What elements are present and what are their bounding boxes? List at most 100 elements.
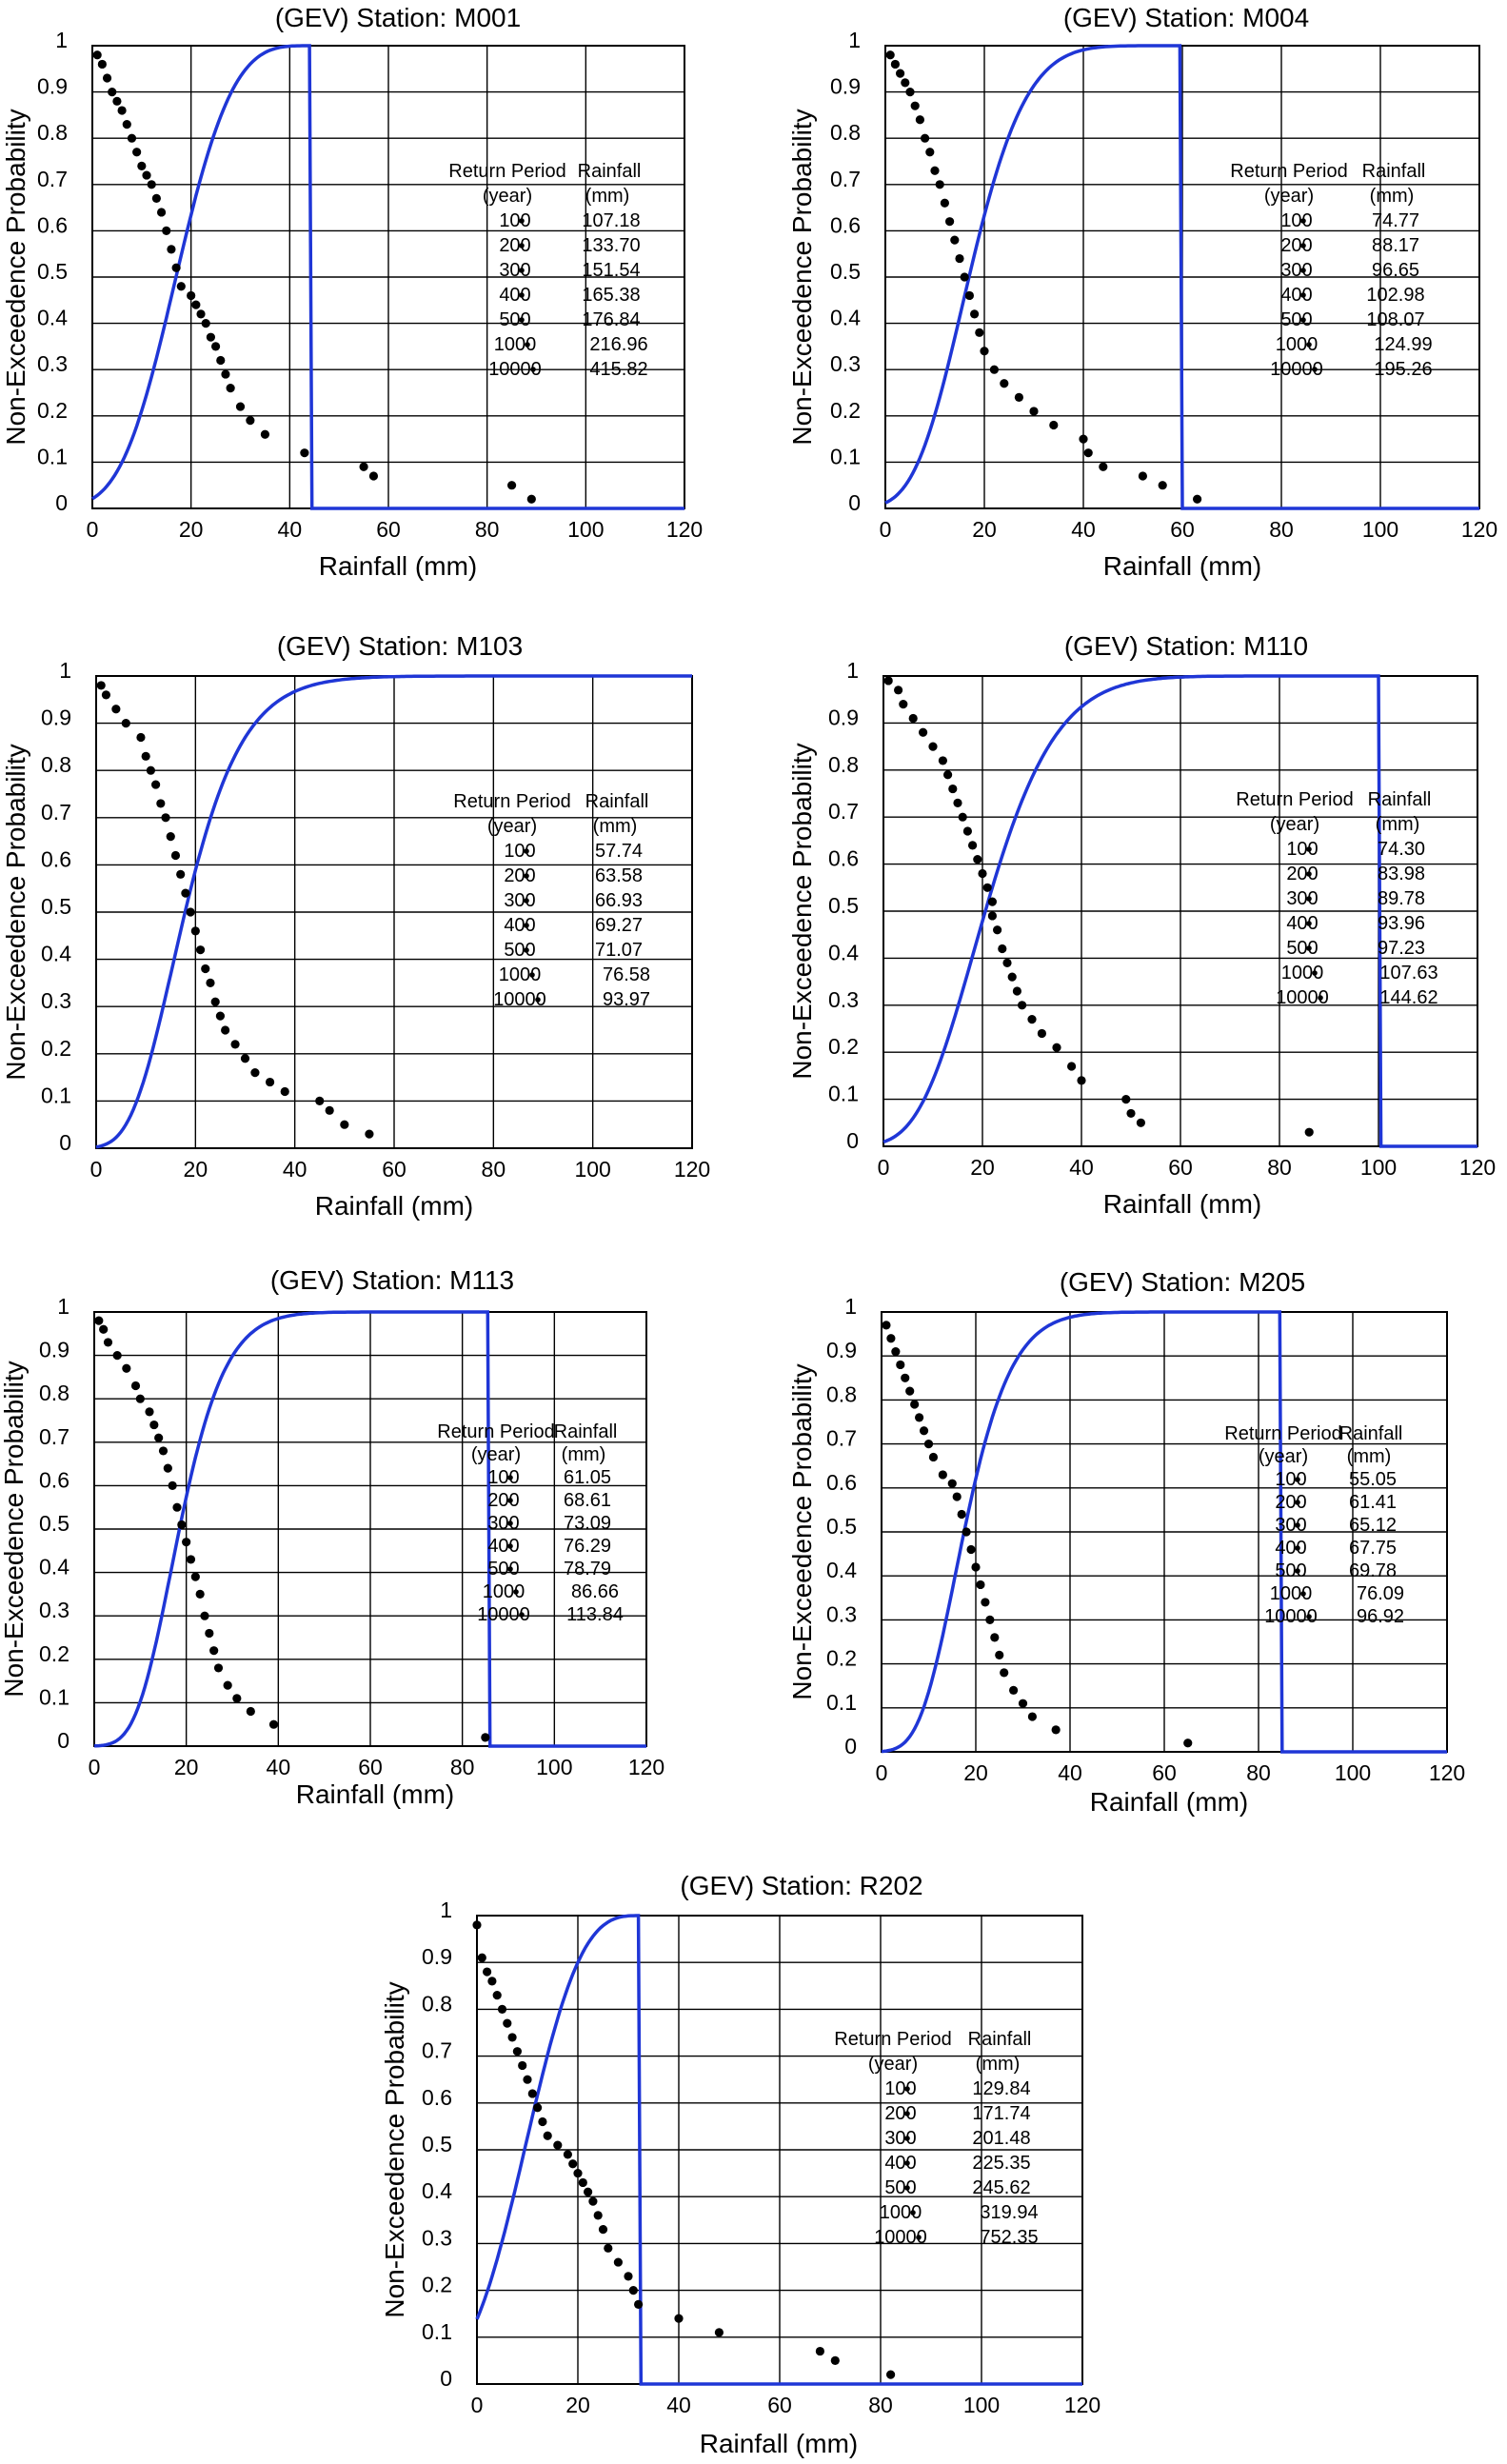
legend-header-rainfall: Rainfall: [1368, 789, 1432, 810]
legend-marker: [1295, 1477, 1300, 1482]
data-point: [962, 826, 972, 836]
legend-period: 1000: [1270, 1583, 1313, 1604]
chart-panel-m004: (GEV) Station: M004 0 0.1 0.2 0.3 0.4 0.5 0.6 0…: [786, 0, 1507, 590]
gev-curve: [882, 674, 1477, 1148]
legend-period: 10000: [1276, 987, 1329, 1008]
legend-header-period-unit: (year): [1259, 1446, 1308, 1467]
x-tick-label: 0: [90, 1157, 103, 1182]
chart-panel-r202: (GEV) Station: R202 0 0.1 0.2 0.3 0.4 0.5 0.6 0…: [380, 1860, 1104, 2460]
y-tick-label: 0.9: [41, 705, 71, 730]
legend-header-period: Return Period: [1236, 789, 1353, 810]
y-tick-label: 0.8: [830, 120, 861, 145]
data-point: [181, 888, 190, 898]
data-point: [186, 1555, 196, 1564]
x-tick-label: 40: [278, 517, 303, 542]
data-point: [503, 2018, 512, 2028]
legend-marker: [1295, 1522, 1300, 1528]
x-tick-label: 120: [674, 1157, 710, 1182]
x-tick-label: 60: [1170, 517, 1195, 542]
legend-header-rainfall-unit: (mm): [1376, 814, 1420, 835]
data-point: [195, 945, 206, 955]
data-point: [94, 1316, 104, 1325]
data-point: [1077, 1076, 1086, 1085]
chart-svg: (GEV) Station: R202 00.10.20.30.40.50.60…: [380, 1871, 1101, 2458]
data-point: [127, 133, 137, 143]
legend-rainfall: 129.84: [972, 2078, 1030, 2099]
x-tick-label: 40: [267, 1755, 291, 1779]
legend-period: 300: [1275, 1515, 1306, 1536]
legend-period: 500: [1275, 1560, 1306, 1581]
x-tick-labels: 0 20 40 60 80 100 120: [880, 517, 1498, 542]
chart-panel-m113: (GEV) Station: M113 0 0.1 0.2 0.3 0.4 0.5 0.6 0…: [0, 1259, 724, 1830]
gev-curve-line: [91, 44, 684, 510]
y-tick-label: 0.4: [826, 1558, 857, 1582]
legend-period: 400: [1275, 1538, 1306, 1559]
data-point: [998, 944, 1007, 954]
data-point: [527, 2089, 537, 2098]
x-tick-label: 120: [1429, 1760, 1465, 1785]
x-tick-label: 80: [1267, 1155, 1292, 1180]
data-point: [830, 2355, 840, 2365]
y-tick-label: 0.5: [37, 259, 68, 284]
gev-curve-line: [475, 1914, 1082, 2386]
legend-marker: [519, 243, 525, 248]
y-axis-label: Non-Exceedence Probability: [1, 744, 30, 1080]
legend-marker: [1295, 1568, 1300, 1574]
data-point: [894, 686, 903, 695]
y-tick-label: 0.8: [828, 752, 859, 777]
legend-marker: [507, 1498, 513, 1503]
gev-curve: [884, 44, 1479, 510]
legend-marker: [1306, 1614, 1312, 1619]
legend-rainfall: 86.66: [571, 1581, 619, 1602]
x-tick-label: 120: [628, 1755, 664, 1779]
y-tick-label: 0.2: [830, 398, 861, 423]
legend-period: 10000: [1264, 1606, 1318, 1627]
x-tick-label: 80: [450, 1755, 475, 1779]
data-point: [584, 2187, 593, 2196]
y-tick-label: 0.5: [826, 1514, 857, 1539]
legend-header-period: Return Period: [1230, 161, 1347, 182]
legend-marker: [524, 873, 529, 879]
data-point: [166, 832, 175, 842]
x-tick-label: 100: [1360, 1155, 1397, 1180]
data-point: [1014, 392, 1023, 402]
y-tick-label: 0.1: [37, 444, 68, 468]
x-tick-label: 0: [471, 2393, 484, 2417]
data-point: [200, 1611, 209, 1620]
legend-marker: [1306, 896, 1312, 902]
legend-rainfall: 66.93: [595, 890, 643, 911]
y-tick-label: 0: [57, 1728, 69, 1753]
data-point: [624, 2272, 633, 2281]
legend-header-rainfall-unit: (mm): [1370, 186, 1415, 207]
y-tick-label: 0.1: [422, 2319, 452, 2344]
legend-rainfall: 93.97: [603, 989, 650, 1010]
y-tick-label: 0.6: [422, 2085, 452, 2110]
data-point: [191, 300, 201, 309]
legend-rainfall: 68.61: [564, 1490, 611, 1511]
y-tick-label: 0.6: [39, 1467, 69, 1492]
x-tick-label: 60: [1152, 1760, 1177, 1785]
legend-header-period-unit: (year): [868, 2054, 918, 2075]
data-point: [472, 1920, 482, 1930]
data-point: [1018, 1001, 1027, 1010]
legend-rainfall: 74.77: [1372, 210, 1419, 231]
legend-marker: [507, 1475, 513, 1480]
data-point: [943, 770, 953, 780]
data-point: [634, 2299, 644, 2309]
legend-marker: [904, 2136, 910, 2141]
x-tick-label: 100: [1335, 1760, 1371, 1785]
legend-rainfall: 97.23: [1378, 938, 1425, 959]
data-point: [598, 2225, 608, 2235]
y-tick-label: 0.2: [39, 1641, 69, 1666]
data-point: [968, 841, 978, 850]
data-point: [206, 978, 215, 987]
legend-rainfall: 133.70: [582, 235, 640, 256]
legend-rainfall: 752.35: [980, 2227, 1038, 2248]
data-point: [1304, 1127, 1314, 1137]
legend-header-rainfall-unit: (mm): [585, 186, 630, 207]
return-period-table: Return Period (year) Rainfall (mm) 100 129.84…: [834, 2029, 1038, 2248]
observed-points: [94, 1316, 490, 1742]
legend-marker: [904, 2086, 910, 2092]
data-point: [206, 332, 215, 342]
data-point: [885, 50, 895, 60]
